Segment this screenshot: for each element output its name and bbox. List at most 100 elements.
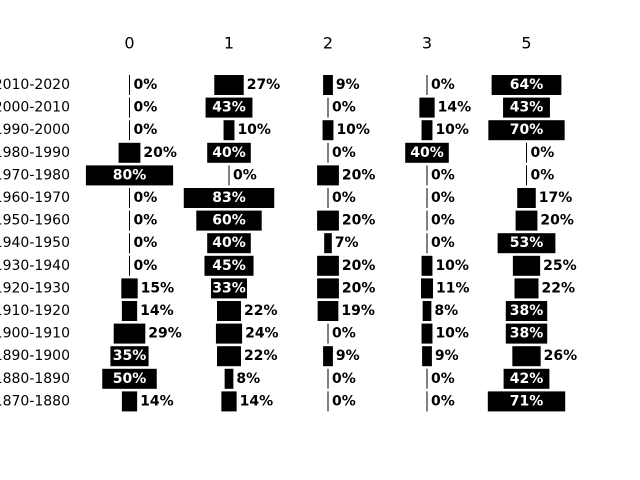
value-label: 20% <box>342 167 376 183</box>
value-label: 0% <box>431 393 455 409</box>
value-label: 0% <box>531 145 555 161</box>
value-label: 0% <box>332 326 356 342</box>
row-label: 1930-1940 <box>0 258 70 274</box>
value-label: 20% <box>540 213 574 229</box>
bar <box>215 323 243 344</box>
value-label: 26% <box>544 348 578 364</box>
value-label: 20% <box>342 213 376 229</box>
column-header-2: 2 <box>323 34 333 53</box>
value-label: 9% <box>435 348 459 364</box>
bar <box>223 120 235 141</box>
bar <box>503 368 550 389</box>
bar <box>221 391 237 412</box>
value-label: 29% <box>148 326 182 342</box>
value-label: 0% <box>431 371 455 387</box>
value-label: 10% <box>336 122 370 138</box>
value-label: 38% <box>510 303 544 319</box>
bar <box>514 278 539 299</box>
value-label: 10% <box>435 258 469 274</box>
bar <box>214 75 244 95</box>
value-label: 71% <box>510 393 544 409</box>
value-label: 33% <box>212 280 246 296</box>
value-label: 20% <box>143 145 177 161</box>
bar <box>217 346 241 367</box>
bar <box>207 142 251 163</box>
bar <box>323 75 333 95</box>
value-label: 14% <box>438 100 472 116</box>
row-label: 2010-2020 <box>0 77 70 93</box>
bar <box>505 323 548 344</box>
bar <box>421 278 433 299</box>
bar <box>118 142 141 163</box>
value-label: 15% <box>141 280 175 296</box>
bar <box>183 188 275 208</box>
value-label: 35% <box>113 348 147 364</box>
bar <box>505 301 548 321</box>
bar <box>503 97 550 118</box>
bar <box>211 278 247 299</box>
value-label: 0% <box>134 77 158 93</box>
bar <box>207 233 251 254</box>
value-label: 22% <box>244 303 278 319</box>
value-label: 0% <box>332 393 356 409</box>
bar <box>322 120 334 141</box>
bar <box>515 210 538 231</box>
value-label: 53% <box>510 235 544 251</box>
bar <box>113 323 146 344</box>
bar <box>405 142 449 163</box>
bar <box>121 278 138 299</box>
value-label: 43% <box>510 100 544 116</box>
bar <box>491 75 562 95</box>
bar <box>317 278 339 299</box>
row-label: 1940-1950 <box>0 235 70 251</box>
value-label: 9% <box>336 77 360 93</box>
value-label: 25% <box>543 258 577 274</box>
bar <box>317 255 339 276</box>
value-label: 83% <box>212 190 246 206</box>
value-label: 80% <box>113 167 147 183</box>
bar <box>85 165 174 186</box>
value-label: 20% <box>342 280 376 296</box>
value-label: 0% <box>134 122 158 138</box>
value-label: 0% <box>332 371 356 387</box>
value-label: 24% <box>245 326 279 342</box>
value-label: 0% <box>431 213 455 229</box>
row-label: 1920-1930 <box>0 280 70 296</box>
bar <box>205 97 253 118</box>
value-label: 9% <box>336 348 360 364</box>
value-label: 0% <box>531 167 555 183</box>
value-label: 20% <box>342 258 376 274</box>
value-label: 0% <box>233 167 257 183</box>
value-label: 0% <box>431 167 455 183</box>
column-header-3: 3 <box>422 34 432 53</box>
value-label: 42% <box>510 371 544 387</box>
bar <box>421 255 433 276</box>
bar <box>224 368 234 389</box>
value-label: 40% <box>212 145 246 161</box>
value-label: 40% <box>410 145 444 161</box>
row-label: 1890-1900 <box>0 348 70 364</box>
value-label: 0% <box>134 235 158 251</box>
value-label: 43% <box>212 100 246 116</box>
column-header-1: 1 <box>224 34 234 53</box>
bar <box>422 301 432 321</box>
bar <box>196 210 262 231</box>
column-header-0: 0 <box>124 34 134 53</box>
value-label: 22% <box>244 348 278 364</box>
value-label: 70% <box>510 122 544 138</box>
row-label: 1970-1980 <box>0 167 70 183</box>
row-label: 1910-1920 <box>0 303 70 319</box>
value-label: 0% <box>431 77 455 93</box>
row-label: 1960-1970 <box>0 190 70 206</box>
bar <box>419 97 435 118</box>
row-label: 1950-1960 <box>0 213 70 229</box>
row-label: 2000-2010 <box>0 100 70 116</box>
value-label: 8% <box>434 303 458 319</box>
value-label: 10% <box>237 122 271 138</box>
value-label: 10% <box>435 326 469 342</box>
bar <box>488 120 565 141</box>
value-label: 0% <box>332 190 356 206</box>
bar <box>102 368 157 389</box>
bar <box>517 188 536 208</box>
value-label: 10% <box>435 122 469 138</box>
